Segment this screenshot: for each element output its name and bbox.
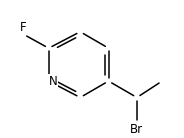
Text: Br: Br xyxy=(130,123,144,136)
Text: N: N xyxy=(49,75,57,88)
Text: F: F xyxy=(20,21,27,34)
